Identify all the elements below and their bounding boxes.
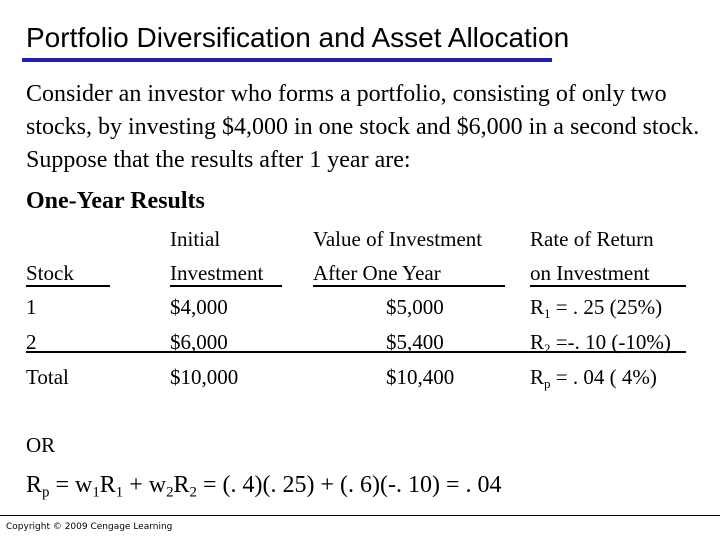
slide-title: Portfolio Diversification and Asset Allo…: [26, 22, 570, 53]
footer-rule: [0, 515, 720, 516]
header-return-line1: Rate of Return: [530, 227, 654, 251]
results-heading: One-Year Results: [26, 188, 205, 214]
row1-investment: $4,000: [170, 295, 228, 319]
intro-paragraph: Consider an investor who forms a portfol…: [26, 81, 700, 173]
total-value: $10,400: [386, 365, 455, 389]
header-investment-line1: Initial: [170, 227, 221, 251]
row2-value: $5,400: [386, 330, 444, 354]
header-value-line2: After One Year: [313, 261, 441, 285]
total-investment: $10,000: [170, 365, 239, 389]
title-underline: [22, 58, 552, 62]
header-stock: Stock: [26, 261, 74, 285]
header-value-line1: Value of Investment: [313, 227, 483, 251]
row2-investment: $6,000: [170, 330, 228, 354]
header-rule-return: [530, 285, 686, 287]
row1-value: $5,000: [386, 295, 444, 319]
header-return-line2: on Investment: [530, 261, 650, 285]
row1-stock: 1: [26, 295, 37, 319]
portfolio-return-formula: Rp = w1R1 + w2R2 = (. 4)(. 25) + (. 6)(-…: [26, 472, 502, 501]
row2-return: R2 =-. 10 (-10%): [530, 330, 671, 356]
header-rule-investment: [170, 285, 282, 287]
header-rule-value: [313, 285, 505, 287]
total-return: Rp = . 04 ( 4%): [530, 365, 657, 391]
header-investment-line2: Investment: [170, 261, 264, 285]
row2-stock: 2: [26, 330, 37, 354]
copyright-notice: Copyright © 2009 Cengage Learning: [6, 522, 173, 532]
total-rule: [26, 351, 686, 353]
row1-return: R1 = . 25 (25%): [530, 295, 663, 321]
or-label: OR: [26, 433, 56, 457]
total-stock: Total: [26, 365, 69, 389]
header-rule-stock: [26, 285, 110, 287]
